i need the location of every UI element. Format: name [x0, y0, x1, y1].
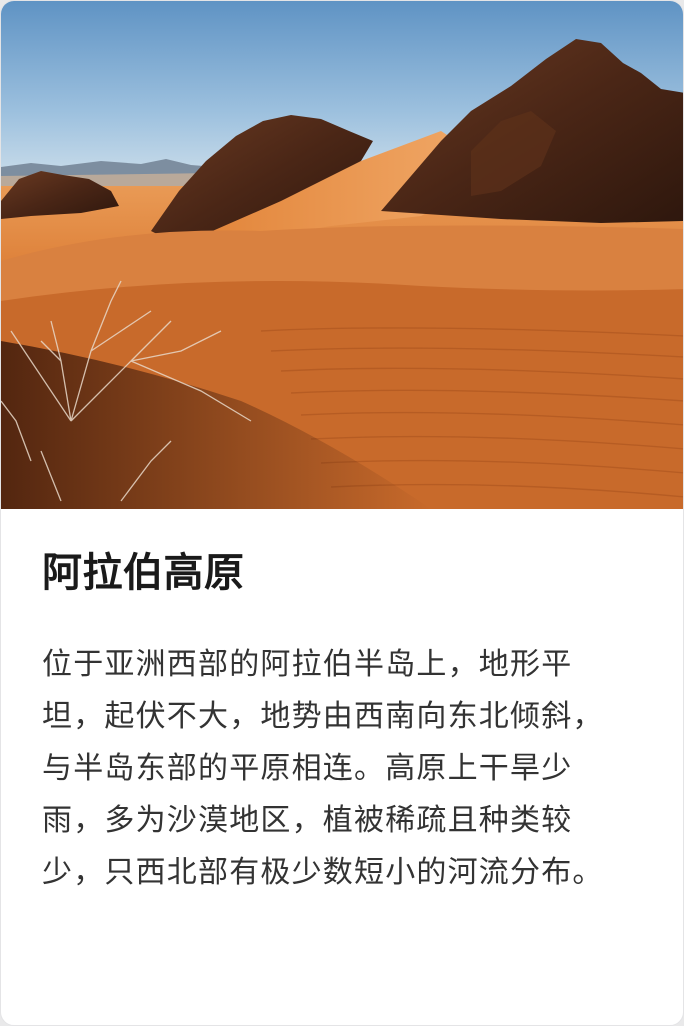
card-title: 阿拉伯高原 — [42, 550, 245, 596]
card-description: 位于亚洲西部的阿拉伯半岛上，地形平坦，起伏不大，地势由西南向东北倾斜，与半岛东部… — [42, 647, 604, 890]
desert-landscape-photo — [1, 1, 683, 509]
